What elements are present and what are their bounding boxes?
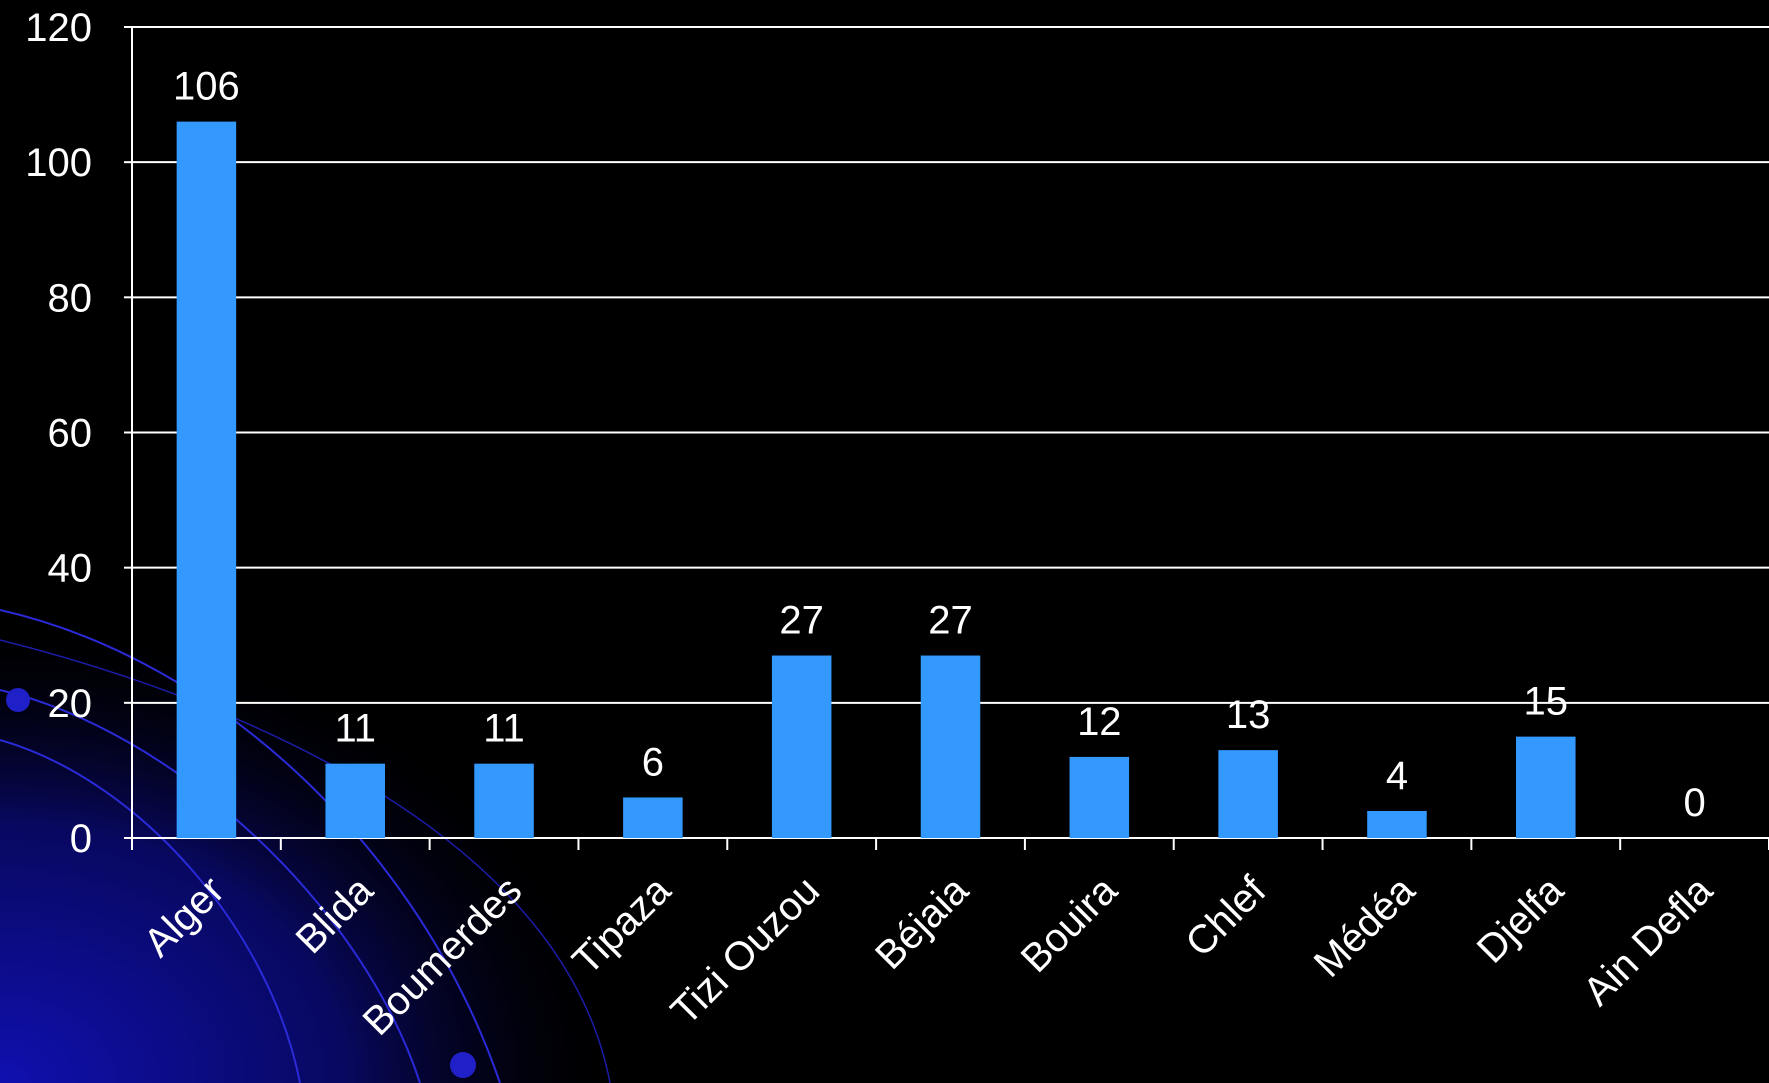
value-label: 6 bbox=[642, 740, 664, 784]
y-tick-label: 80 bbox=[48, 276, 93, 320]
x-tick-label: Ain Defla bbox=[1575, 868, 1721, 1014]
bar bbox=[623, 797, 683, 838]
bar bbox=[920, 655, 981, 838]
value-label: 106 bbox=[173, 65, 240, 109]
bar bbox=[474, 763, 534, 838]
bar bbox=[771, 655, 832, 838]
bar bbox=[1367, 810, 1427, 838]
value-label: 15 bbox=[1524, 680, 1569, 724]
value-label: 11 bbox=[334, 707, 376, 751]
y-tick-label: 0 bbox=[70, 817, 92, 861]
x-tick-label: Béjaia bbox=[867, 868, 977, 978]
value-label: 4 bbox=[1386, 754, 1408, 798]
y-tick-label: 100 bbox=[25, 141, 92, 185]
x-tick-label: Chlef bbox=[1177, 868, 1275, 966]
value-label: 0 bbox=[1683, 781, 1705, 825]
y-tick-label: 20 bbox=[48, 682, 93, 726]
value-label: 27 bbox=[779, 599, 824, 643]
y-tick-label: 120 bbox=[25, 6, 92, 50]
y-tick-label: 60 bbox=[48, 412, 93, 456]
bar bbox=[325, 763, 385, 838]
bar bbox=[176, 121, 237, 838]
bar bbox=[1218, 750, 1278, 838]
y-tick-label: 40 bbox=[48, 547, 93, 591]
bar bbox=[1069, 756, 1130, 838]
value-label: 13 bbox=[1226, 693, 1271, 737]
x-tick-label: Bouira bbox=[1013, 868, 1126, 981]
x-tick-label: Djelfa bbox=[1469, 868, 1573, 972]
value-label: 11 bbox=[483, 707, 525, 751]
bar bbox=[1516, 736, 1576, 838]
value-label: 27 bbox=[928, 599, 973, 643]
x-tick-label: Médéa bbox=[1306, 868, 1424, 986]
value-label: 12 bbox=[1077, 700, 1122, 744]
